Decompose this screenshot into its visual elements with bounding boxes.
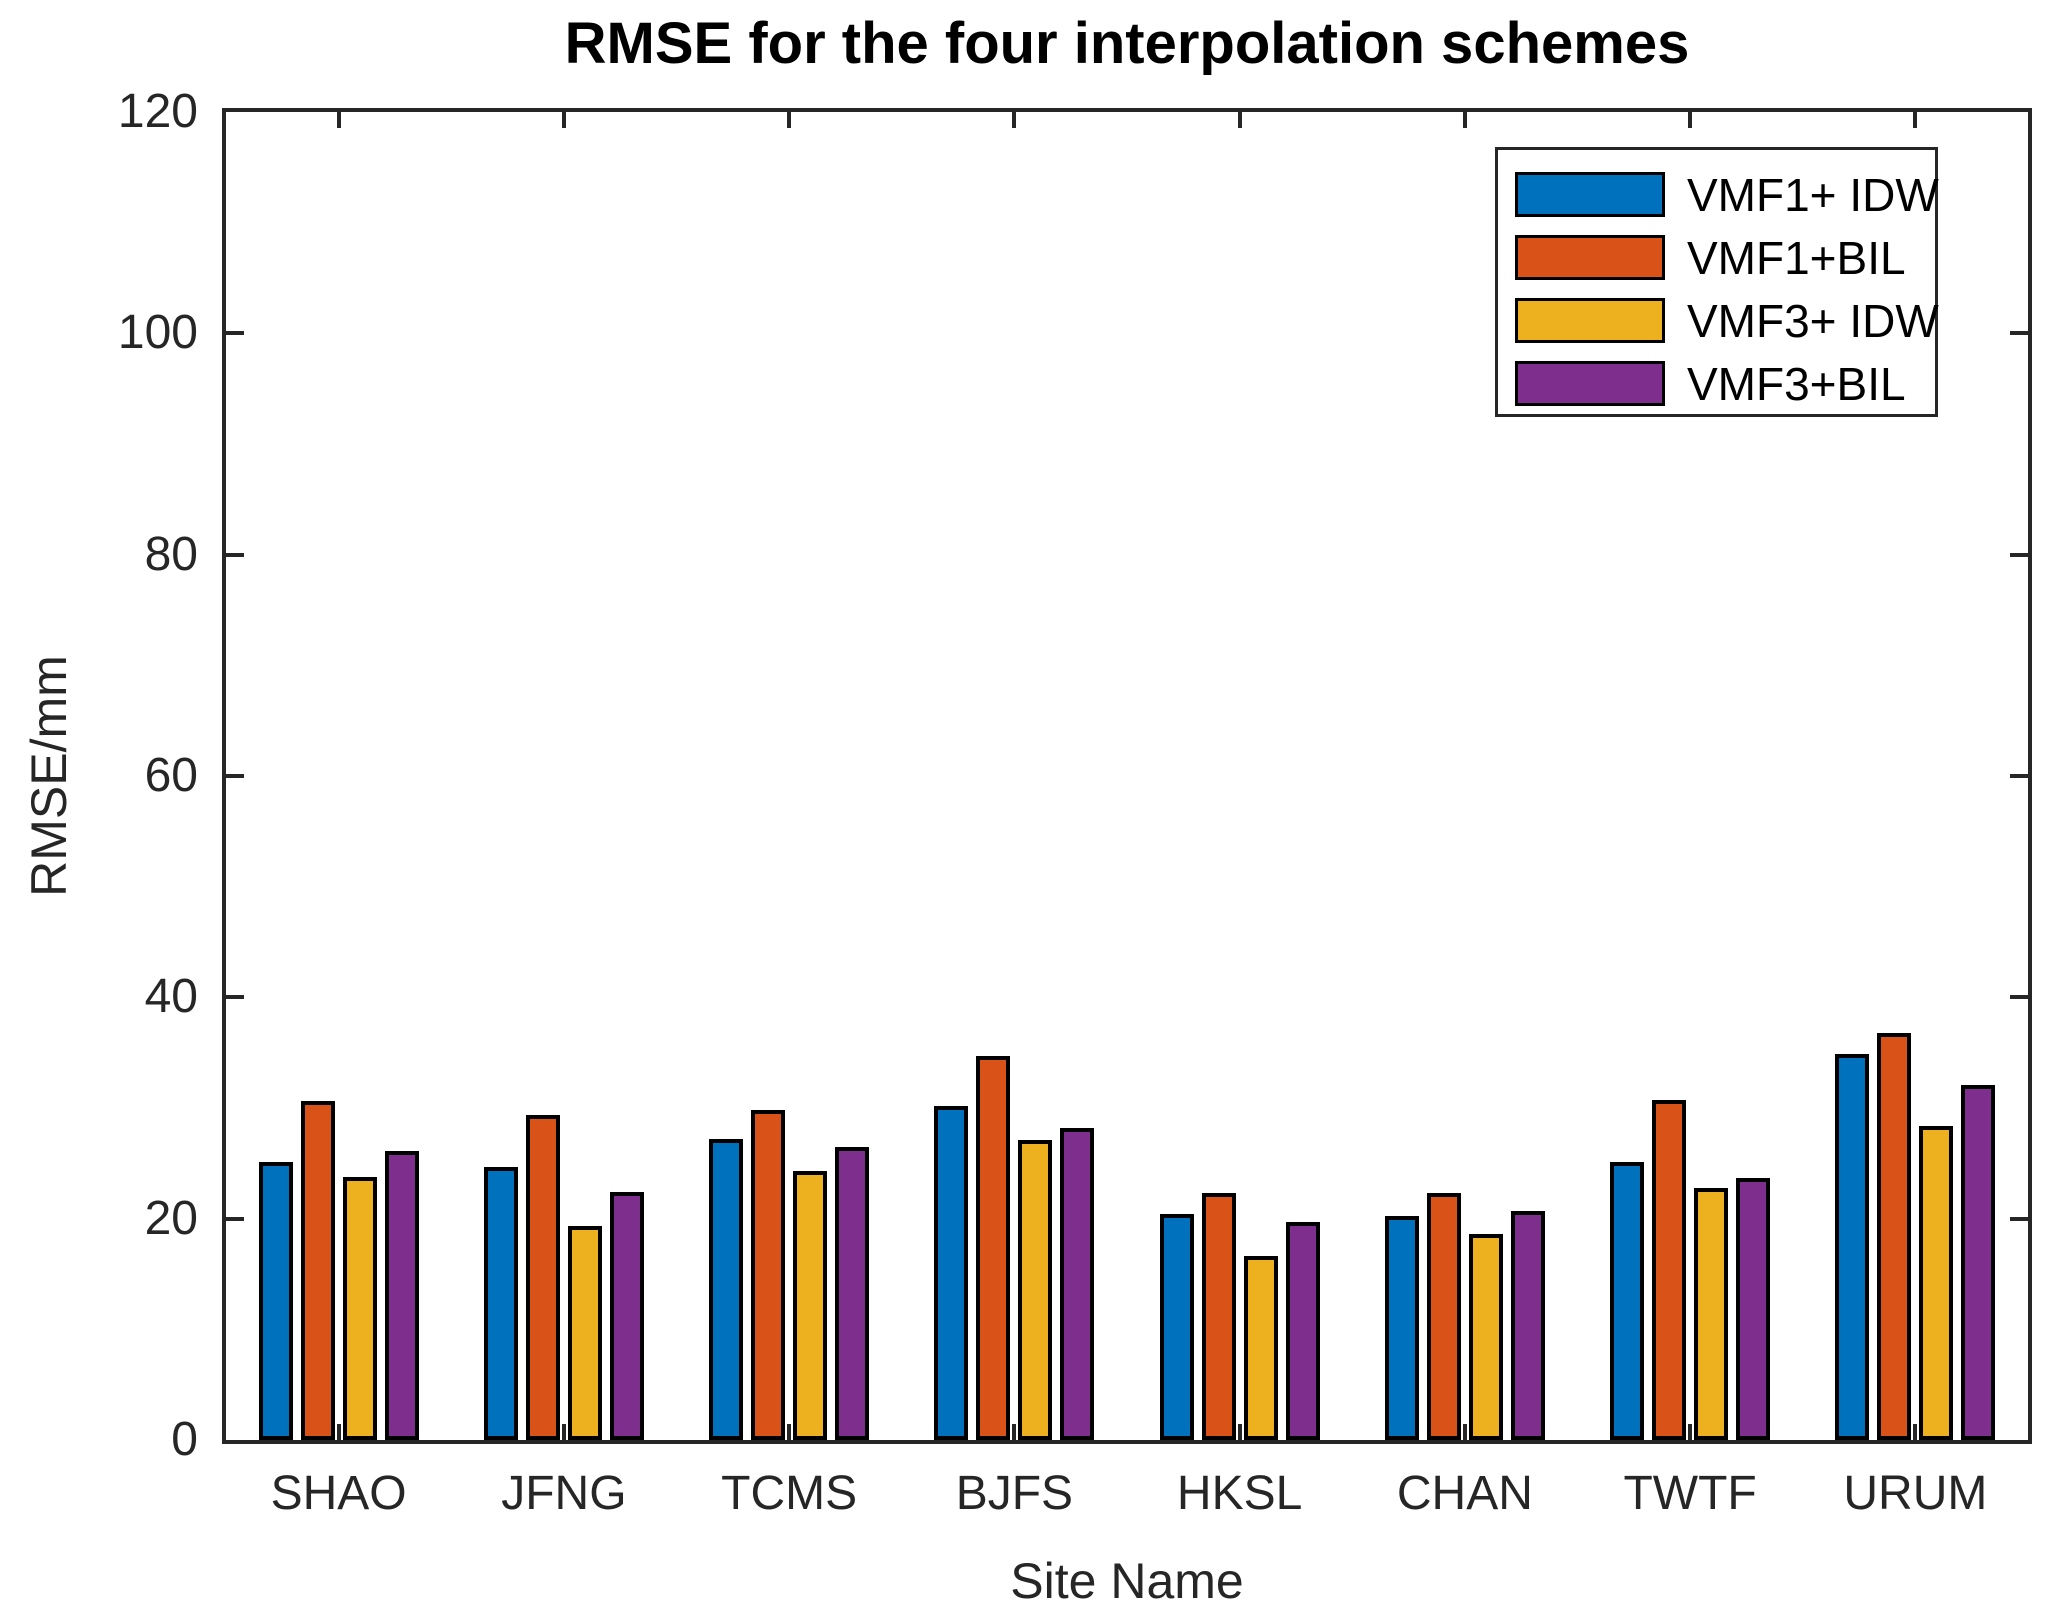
bar bbox=[793, 1171, 828, 1440]
bar bbox=[300, 1101, 335, 1440]
bar-group-chan bbox=[1384, 112, 1545, 1440]
bar bbox=[384, 1151, 419, 1440]
bar bbox=[835, 1146, 870, 1440]
x-tick-label: URUM bbox=[1843, 1467, 1988, 1520]
bar-group-jfng bbox=[483, 112, 644, 1440]
x-tick-mark bbox=[1688, 112, 1693, 128]
x-tick-mark bbox=[787, 1424, 792, 1440]
bar bbox=[1201, 1193, 1236, 1440]
y-tick-mark bbox=[226, 995, 244, 1000]
chart-title: RMSE for the four interpolation schemes bbox=[564, 11, 1690, 76]
x-tick-mark bbox=[1688, 1424, 1693, 1440]
y-tick-mark bbox=[2010, 995, 2028, 1000]
x-tick-label: SHAO bbox=[270, 1467, 407, 1520]
bar bbox=[1877, 1032, 1912, 1440]
bar bbox=[1243, 1256, 1278, 1440]
legend-swatch bbox=[1515, 172, 1665, 217]
x-tick-mark bbox=[336, 112, 341, 128]
bar bbox=[1961, 1084, 1996, 1440]
x-tick-mark bbox=[1012, 1424, 1017, 1440]
bar bbox=[1060, 1127, 1095, 1440]
legend-item: VMF1+ IDW bbox=[1515, 163, 1939, 226]
legend-item: VMF3+BIL bbox=[1515, 352, 1935, 415]
x-tick-mark bbox=[1462, 112, 1467, 128]
y-tick-mark bbox=[226, 1216, 244, 1221]
x-tick-mark bbox=[1913, 1424, 1918, 1440]
y-tick-mark bbox=[226, 774, 244, 778]
legend-swatch bbox=[1515, 235, 1665, 280]
bar-group-hksl bbox=[1159, 112, 1320, 1440]
y-tick-mark bbox=[2010, 552, 2028, 557]
y-tick-label: 20 bbox=[144, 1191, 198, 1245]
bar bbox=[1159, 1214, 1194, 1440]
x-tick-label: BJFS bbox=[955, 1467, 1074, 1520]
x-tick-label: TCMS bbox=[721, 1467, 858, 1520]
x-tick-label: TWTF bbox=[1623, 1467, 1757, 1520]
bar-group-bjfs bbox=[934, 112, 1095, 1440]
bar bbox=[342, 1176, 377, 1440]
bar bbox=[258, 1162, 293, 1440]
bar bbox=[1285, 1222, 1320, 1440]
bar bbox=[1919, 1125, 1954, 1440]
y-tick-label: 80 bbox=[144, 527, 198, 581]
bar bbox=[609, 1192, 644, 1440]
y-tick-label: 40 bbox=[144, 970, 198, 1024]
bar bbox=[1468, 1234, 1503, 1440]
x-tick-label: CHAN bbox=[1396, 1467, 1533, 1520]
y-tick-label: 0 bbox=[171, 1413, 198, 1466]
bar-group-tcms bbox=[709, 112, 870, 1440]
bar-group-shao bbox=[258, 112, 419, 1440]
x-tick-mark bbox=[787, 112, 792, 128]
bar bbox=[709, 1139, 744, 1440]
x-tick-mark bbox=[1237, 1424, 1242, 1440]
bar bbox=[1652, 1100, 1687, 1440]
x-tick-mark bbox=[1462, 1424, 1467, 1440]
bar bbox=[1736, 1177, 1771, 1440]
x-axis-label: Site Name bbox=[1010, 1553, 1244, 1609]
x-tick-mark bbox=[1237, 112, 1242, 128]
legend-item: VMF1+BIL bbox=[1515, 226, 1935, 289]
bar bbox=[976, 1056, 1011, 1440]
bar bbox=[751, 1110, 786, 1440]
legend-swatch bbox=[1515, 298, 1665, 343]
bar-group-twtf bbox=[1610, 112, 1771, 1440]
legend-swatch bbox=[1515, 361, 1665, 406]
x-tick-mark bbox=[1913, 112, 1918, 128]
bar bbox=[1610, 1162, 1645, 1440]
bar bbox=[1510, 1210, 1545, 1440]
bar bbox=[1018, 1140, 1053, 1440]
legend-label: VMF3+ IDW bbox=[1687, 294, 1939, 347]
legend-label: VMF3+BIL bbox=[1687, 357, 1906, 410]
x-tick-mark bbox=[561, 1424, 566, 1440]
bar bbox=[1694, 1187, 1729, 1440]
y-tick-mark bbox=[2010, 1216, 2028, 1221]
bar-group-urum bbox=[1835, 112, 1996, 1440]
legend-item: VMF3+ IDW bbox=[1515, 289, 1939, 352]
bar bbox=[483, 1166, 518, 1440]
legend-label: VMF1+ IDW bbox=[1687, 168, 1939, 221]
x-tick-mark bbox=[1012, 112, 1017, 128]
bar bbox=[1835, 1053, 1870, 1440]
bar bbox=[934, 1105, 969, 1440]
y-tick-mark bbox=[226, 331, 244, 336]
x-tick-mark bbox=[336, 1424, 341, 1440]
x-tick-label: HKSL bbox=[1176, 1467, 1303, 1520]
y-tick-label: 120 bbox=[117, 85, 198, 138]
y-tick-mark bbox=[2010, 774, 2028, 778]
x-tick-label: JFNG bbox=[501, 1467, 627, 1520]
bar bbox=[1384, 1216, 1419, 1440]
y-tick-mark bbox=[226, 552, 244, 557]
bar bbox=[567, 1226, 602, 1440]
legend-label: VMF1+BIL bbox=[1687, 231, 1906, 284]
y-tick-label: 100 bbox=[117, 306, 198, 360]
y-tick-label: 60 bbox=[144, 749, 198, 802]
bar bbox=[1426, 1193, 1461, 1440]
y-tick-mark bbox=[2010, 331, 2028, 336]
bar bbox=[525, 1114, 560, 1440]
x-tick-mark bbox=[561, 112, 566, 128]
legend: VMF1+ IDW VMF1+BIL VMF3+ IDW VMF3+BIL bbox=[1495, 147, 1939, 417]
